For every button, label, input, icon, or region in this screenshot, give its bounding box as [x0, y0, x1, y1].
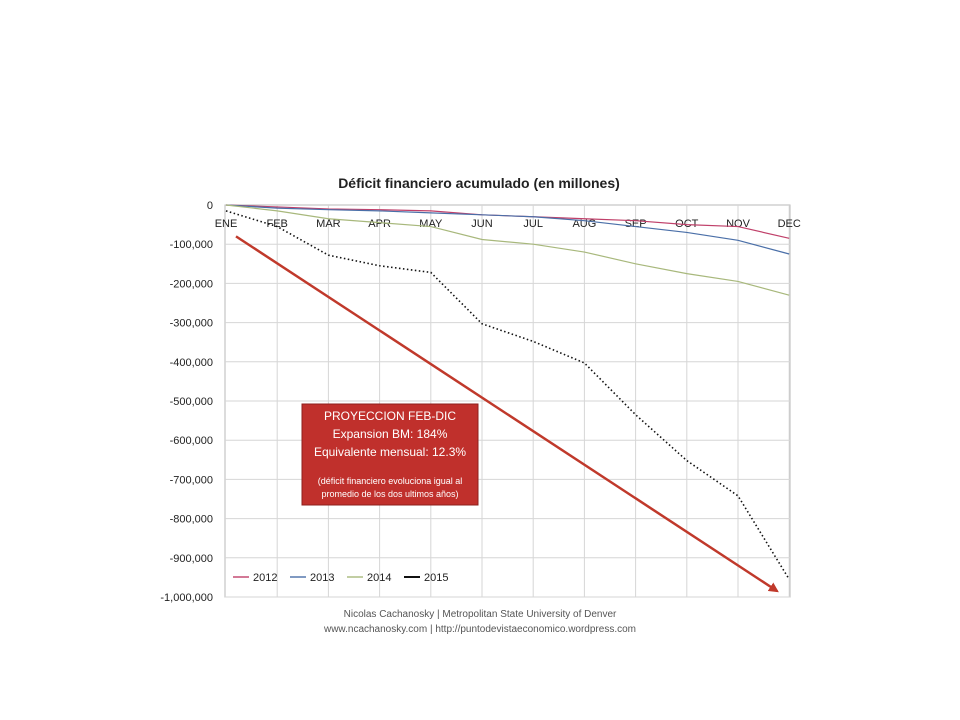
y-tick-label: -500,000 — [170, 396, 213, 408]
y-tick-label: -600,000 — [170, 435, 213, 447]
x-tick-label: ENE — [215, 218, 238, 230]
y-tick-label: -300,000 — [170, 318, 213, 330]
legend-label: 2015 — [424, 572, 448, 584]
series-line-2013 — [225, 204, 790, 255]
projection-arrow — [235, 235, 779, 593]
footer-credit: Nicolas Cachanosky | Metropolitan State … — [344, 609, 617, 620]
y-tick-label: 0 — [207, 200, 213, 212]
x-tick-label: APR — [368, 218, 391, 230]
series-lines — [225, 204, 790, 580]
legend-label: 2013 — [310, 572, 334, 584]
callout-line: Expansion BM: 184% — [333, 427, 448, 441]
y-tick-label: -900,000 — [170, 553, 213, 565]
callout-note: promedio de los dos ultimos años) — [321, 489, 458, 499]
y-tick-label: -200,000 — [170, 278, 213, 290]
series-line-2014 — [225, 204, 790, 296]
y-tick-label: -700,000 — [170, 474, 213, 486]
y-axis: 0 -100,000 -200,000 -300,000 -400,000 -500,00… — [160, 200, 213, 604]
y-tick-label: -1,000,000 — [160, 592, 213, 604]
x-tick-label: JUN — [471, 218, 492, 230]
legend-label: 2014 — [367, 572, 391, 584]
x-tick-label: NOV — [726, 218, 751, 230]
legend: 2012 2013 2014 2015 — [233, 572, 448, 584]
callout-line: PROYECCION FEB-DIC — [324, 409, 456, 423]
chart-title: Déficit financiero acumulado (en millone… — [338, 175, 620, 191]
projection-callout: PROYECCION FEB-DIC Expansion BM: 184% Eq… — [301, 403, 479, 506]
x-tick-label: DEC — [778, 218, 801, 230]
legend-label: 2012 — [253, 572, 277, 584]
x-tick-label: MAR — [316, 218, 341, 230]
x-tick-label: OCT — [675, 218, 699, 230]
y-tick-label: -400,000 — [170, 357, 213, 369]
callout-note: (déficit financiero evoluciona igual al — [318, 476, 463, 486]
x-tick-label: FEB — [266, 218, 287, 230]
x-tick-label: JUL — [523, 218, 543, 230]
y-tick-label: -100,000 — [170, 239, 213, 251]
gridlines — [225, 205, 790, 598]
footer-links: www.ncachanosky.com | http://puntodevist… — [323, 624, 636, 635]
x-tick-label: MAY — [419, 218, 443, 230]
callout-box — [301, 403, 479, 506]
y-tick-label: -800,000 — [170, 514, 213, 526]
projection-arrow-line — [235, 235, 779, 593]
callout-line: Equivalente mensual: 12.3% — [314, 445, 466, 459]
